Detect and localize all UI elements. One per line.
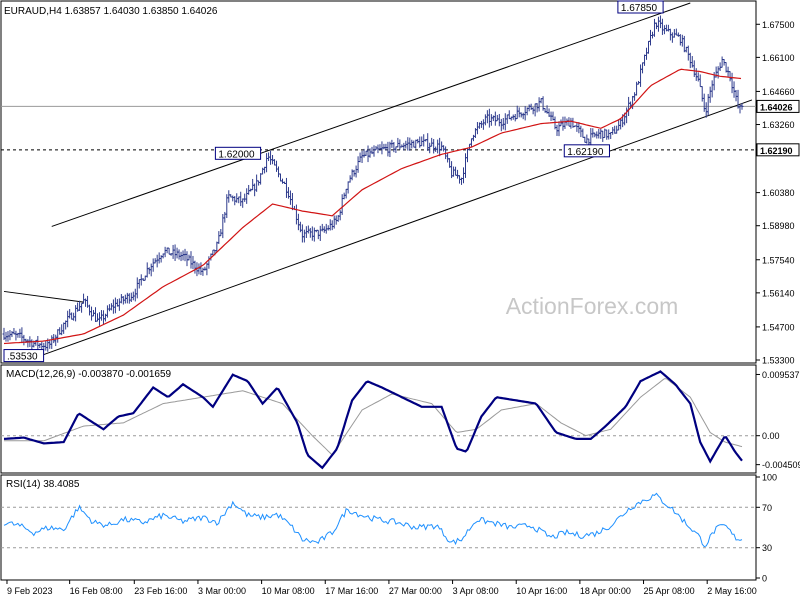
rsi-panel: [0, 474, 757, 581]
x-tick-label: 9 Feb 2023: [7, 586, 53, 596]
symbol-header: EURAUD,H4 1.63857 1.64030 1.63850 1.6402…: [4, 6, 218, 17]
channel-line: [43, 99, 753, 356]
price-tick-label: 1.57540: [762, 255, 795, 265]
price-tick-label: 1.63260: [762, 120, 795, 130]
price-annotation: 1.62000: [218, 149, 255, 160]
macd-signal-line: [4, 378, 743, 456]
support-price-tag-box: [756, 143, 800, 157]
price-tick-label: 1.60380: [762, 188, 795, 198]
price-tick-label: 1.67500: [762, 20, 795, 30]
current-price-tag: 1.64026: [760, 102, 793, 112]
rsi-tick-label: 70: [762, 503, 772, 513]
price-tick-label: 1.58980: [762, 221, 795, 231]
macd-tick-label: 0.009537: [762, 370, 800, 380]
ema-line: [3, 68, 742, 345]
price-annotation: 1.67850: [621, 3, 658, 14]
support-price-tag: 1.62190: [760, 146, 793, 156]
macd-panel: [0, 364, 757, 474]
macd-line: [3, 370, 743, 470]
x-tick-label: 25 Apr 08:00: [644, 586, 695, 596]
rsi-tick-label: 30: [762, 543, 772, 553]
current-price-tag-box: [756, 99, 800, 113]
channel-line: [3, 290, 84, 303]
macd-label: MACD(12,26,9) -0.003870 -0.001659: [6, 369, 172, 380]
price-tick-label: 1.53300: [762, 356, 795, 366]
rsi-tick-label: 0: [762, 574, 767, 584]
rsi-label: RSI(14) 38.4085: [6, 479, 80, 490]
price-annotation-box: [214, 146, 262, 160]
macd-tick-label: 0.00: [762, 431, 780, 441]
price-tick-label: 1.54700: [762, 322, 795, 332]
x-tick-label: 3 Apr 08:00: [453, 586, 499, 596]
rsi-line: [3, 492, 743, 548]
x-tick-label: 27 Mar 00:00: [389, 586, 442, 596]
x-tick-label: 3 Mar 00:00: [198, 586, 246, 596]
price-tick-label: 1.66100: [762, 53, 795, 63]
x-tick-label: 2 May 16:00: [707, 586, 757, 596]
price-tick-label: 1.64660: [762, 87, 795, 97]
price-annotation: 1.62190: [567, 147, 604, 158]
price-annotation: .53530: [7, 352, 38, 363]
price-annotation-box: [3, 349, 45, 363]
rsi-tick-label: 100: [762, 473, 777, 483]
x-tick-label: 10 Apr 16:00: [516, 586, 567, 596]
price-annotation-box: [563, 144, 610, 158]
channel-line: [51, 2, 691, 227]
x-tick-label: 23 Feb 16:00: [134, 586, 187, 596]
watermark: ActionForex.com: [506, 293, 679, 319]
price-tick-label: 1.56140: [762, 288, 795, 298]
price-annotation-box: [617, 0, 664, 14]
macd-tick-label: -0.004509: [762, 460, 800, 470]
x-tick-label: 18 Apr 00:00: [580, 586, 631, 596]
x-tick-label: 10 Mar 08:00: [262, 586, 315, 596]
x-tick-label: 17 Mar 16:00: [325, 586, 378, 596]
x-tick-label: 16 Feb 08:00: [70, 586, 123, 596]
